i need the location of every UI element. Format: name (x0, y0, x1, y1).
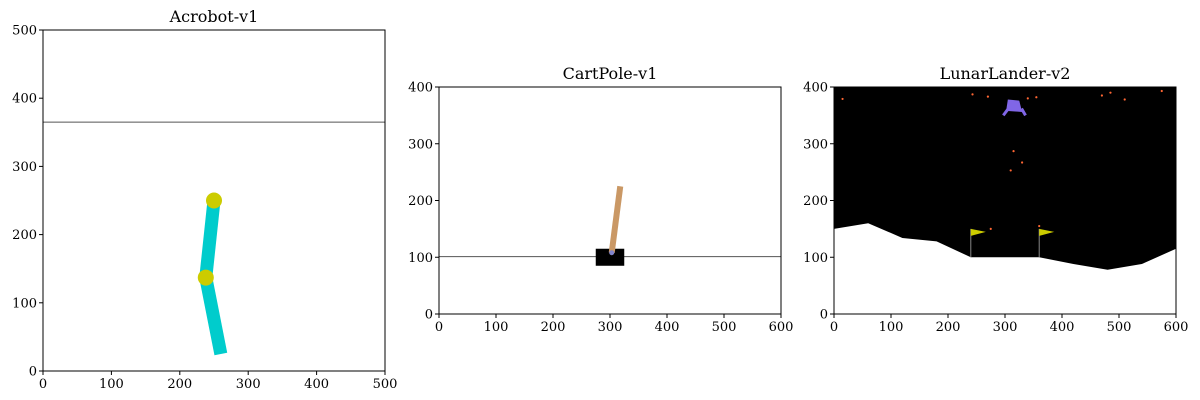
lunar-lander-body (1006, 99, 1023, 112)
cartpole-x-tick-label: 100 (484, 320, 509, 335)
cartpole-axle (609, 250, 615, 256)
lunar-particle (1100, 94, 1103, 97)
acrobot-y-tick-label: 500 (12, 24, 37, 39)
acrobot-x-tick-label: 500 (373, 377, 398, 392)
acrobot-axes-frame (42, 29, 386, 372)
cartpole-y-tick-label: 300 (408, 137, 433, 152)
lunar-particle (1160, 89, 1163, 93)
acrobot-y-tick-label: 0 (29, 365, 37, 380)
cartpole-x-tick-label: 300 (598, 320, 623, 335)
lunar-particle (1012, 150, 1015, 153)
cartpole-y-tick-label: 400 (408, 81, 433, 96)
lunarlander-title: LunarLander-v2 (940, 64, 1071, 83)
lunar-flag-2 (1039, 228, 1055, 236)
lunar-particle (1038, 224, 1041, 228)
acrobot-link-1 (199, 199, 221, 279)
lunar-particle (1009, 169, 1012, 172)
lunar-particle (1026, 97, 1029, 100)
cartpole-scene (439, 185, 781, 266)
lunarlander-x-tick-label: 300 (993, 320, 1018, 335)
lunar-particle (1035, 96, 1038, 99)
acrobot-y-tick-label: 300 (12, 160, 37, 175)
lunar-flag-1 (970, 228, 986, 236)
acrobot-title: Acrobot-v1 (169, 7, 259, 26)
lunar-particle (986, 95, 990, 98)
acrobot-x-axis: 0 100 200 300 400 500 (39, 371, 398, 392)
cartpole-x-tick-label: 600 (769, 320, 794, 335)
acrobot-x-tick-label: 100 (99, 377, 124, 392)
cartpole-x-tick-label: 400 (655, 320, 680, 335)
cartpole-x-tick-label: 0 (435, 320, 443, 335)
acrobot-x-tick-label: 200 (167, 377, 192, 392)
lunarlander-x-axis: 0 100 200 300 400 500 600 (830, 314, 1189, 335)
lunarlander-x-tick-label: 100 (879, 320, 904, 335)
lunar-terrain (834, 223, 1176, 314)
lunar-particle (1109, 91, 1112, 94)
acrobot-x-tick-label: 300 (236, 377, 261, 392)
lunar-particle (841, 97, 844, 101)
cartpole-y-tick-label: 100 (408, 251, 433, 266)
cartpole-plot-area (439, 87, 781, 314)
lunarlander-x-tick-label: 500 (1107, 320, 1132, 335)
acrobot-panel: Acrobot-v1 0 100 200 300 400 500 0 100 200 300 40… (12, 7, 397, 392)
cartpole-y-axis: 0 100 200 300 400 (408, 81, 439, 323)
cartpole-title: CartPole-v1 (563, 64, 658, 83)
acrobot-y-axis: 0 100 200 300 400 500 (12, 24, 43, 380)
lunarlander-y-tick-label: 0 (820, 308, 828, 323)
lunar-particle (1021, 161, 1024, 164)
cartpole-x-tick-label: 200 (541, 320, 566, 335)
lunarlander-y-tick-label: 400 (803, 81, 828, 96)
cartpole-x-tick-label: 500 (712, 320, 737, 335)
cartpole-panel: CartPole-v1 0 100 200 300 400 500 600 0 100 200 3… (408, 64, 793, 335)
cartpole-cart (595, 248, 625, 266)
cartpole-y-tick-label: 0 (425, 308, 433, 323)
lunarlander-y-tick-label: 200 (803, 194, 828, 209)
lunarlander-y-axis: 0 100 200 300 400 (803, 81, 834, 323)
acrobot-x-tick-label: 400 (304, 377, 329, 392)
lunar-particle (1123, 98, 1126, 101)
acrobot-joint-1 (206, 192, 222, 209)
acrobot-scene (43, 121, 385, 356)
lunarlander-x-tick-label: 200 (936, 320, 961, 335)
cartpole-x-axis: 0 100 200 300 400 500 600 (435, 314, 794, 335)
lunarlander-y-tick-label: 100 (803, 251, 828, 266)
lunarlander-panel: LunarLander-v2 0 100 200 300 400 500 600 0 100 2… (803, 64, 1188, 335)
lunarlander-x-tick-label: 0 (830, 320, 838, 335)
acrobot-y-tick-label: 200 (12, 228, 37, 243)
lunar-lander-leg-2 (1020, 107, 1027, 117)
lunarlander-scene (834, 89, 1176, 314)
cartpole-y-tick-label: 200 (408, 194, 433, 209)
acrobot-x-tick-label: 0 (39, 377, 47, 392)
lunar-particle (971, 93, 974, 96)
acrobot-y-tick-label: 400 (12, 92, 37, 107)
acrobot-joint-2 (197, 269, 214, 286)
acrobot-link-2 (199, 276, 228, 356)
cartpole-pole (608, 185, 624, 254)
lunarlander-y-tick-label: 300 (803, 137, 828, 152)
lunar-particle (989, 227, 992, 230)
lunarlander-x-tick-label: 400 (1050, 320, 1075, 335)
acrobot-y-tick-label: 100 (12, 296, 37, 311)
lunarlander-x-tick-label: 600 (1164, 320, 1189, 335)
